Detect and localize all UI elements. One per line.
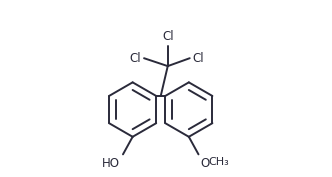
Text: CH₃: CH₃ xyxy=(208,157,229,167)
Text: Cl: Cl xyxy=(162,30,174,43)
Text: O: O xyxy=(201,157,210,170)
Text: Cl: Cl xyxy=(193,52,205,65)
Text: Cl: Cl xyxy=(129,52,141,65)
Text: HO: HO xyxy=(102,157,120,170)
